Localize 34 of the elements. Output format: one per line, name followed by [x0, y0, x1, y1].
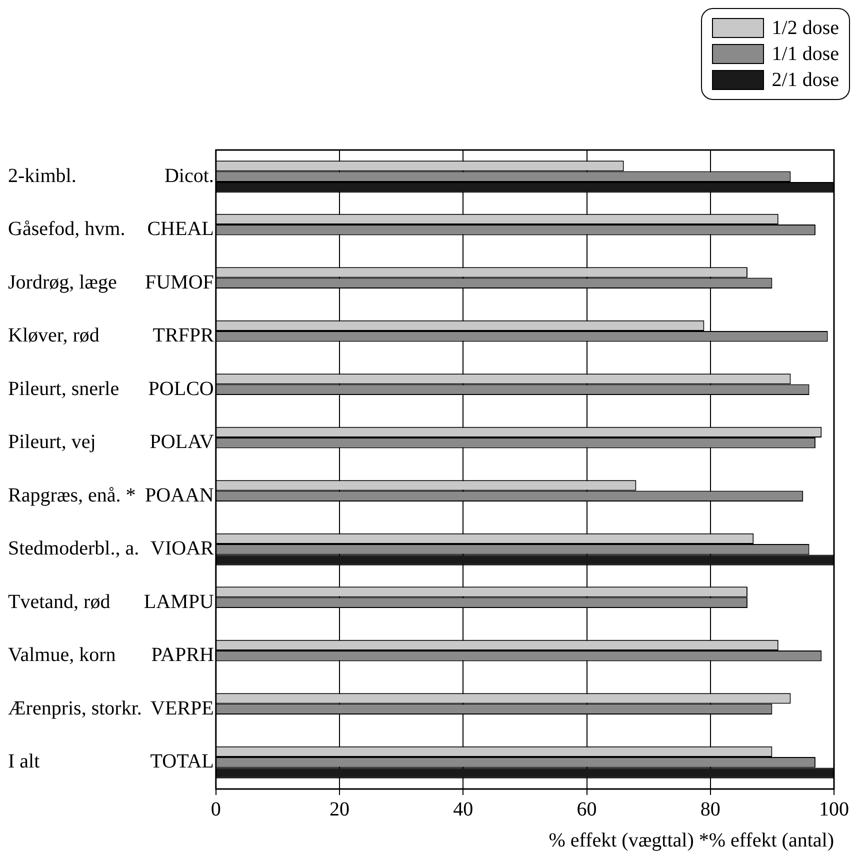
x-tick-label: 20 [330, 798, 350, 820]
x-tick-label: 60 [576, 798, 597, 820]
y-tick-label: TRFPR [152, 324, 215, 347]
y2-tick-label: Tvetand, rød [8, 590, 110, 613]
x-tick-label: 0 [210, 798, 221, 820]
y-tick-label: PAPRH [151, 644, 214, 666]
y2-tick-label: 2-kimbl. [8, 164, 76, 187]
y2-tick-label: Valmue, korn [8, 644, 116, 666]
x-tick-label: 80 [700, 798, 720, 820]
y-tick-label: VERPE [150, 697, 214, 720]
legend-label: 1/2 dose [772, 16, 839, 41]
y-tick-label: POLCO [148, 378, 214, 400]
x-tick-label: 100 [819, 798, 849, 820]
y2-tick-label: Gåsefod, hvm. [8, 218, 126, 240]
y2-tick-label: Pileurt, vej [8, 431, 96, 454]
legend-label: 2/1 dose [772, 68, 839, 93]
y2-tick-label: Kløver, rød [8, 324, 100, 347]
y-tick-label: TOTAL [150, 750, 214, 773]
y-tick-label: Dicot. [164, 164, 214, 187]
y2-tick-label: Stedmoderbl., a. [8, 538, 140, 560]
y-tick-label: POAAN [144, 484, 214, 506]
legend-label: 1/1 dose [772, 42, 839, 67]
x-axis-title: % effekt (vægttal) *% effekt (antal) [548, 829, 834, 852]
y2-tick-label: Ærenpris, storkr. [8, 697, 142, 720]
y-tick-label: FUMOF [144, 271, 214, 294]
y-tick-label: VIOAR [150, 538, 215, 560]
y2-tick-label: Jordrøg, læge [8, 271, 117, 294]
y-tick-label: POLAV [150, 431, 214, 454]
y2-tick-label: Rapgræs, enå. * [8, 484, 136, 506]
y2-tick-label: I alt [8, 750, 40, 773]
y-tick-label: CHEAL [147, 218, 214, 240]
y2-tick-label: Pileurt, snerle [8, 378, 120, 400]
x-tick-label: 40 [453, 798, 474, 820]
y-tick-label: LAMPU [144, 590, 214, 613]
